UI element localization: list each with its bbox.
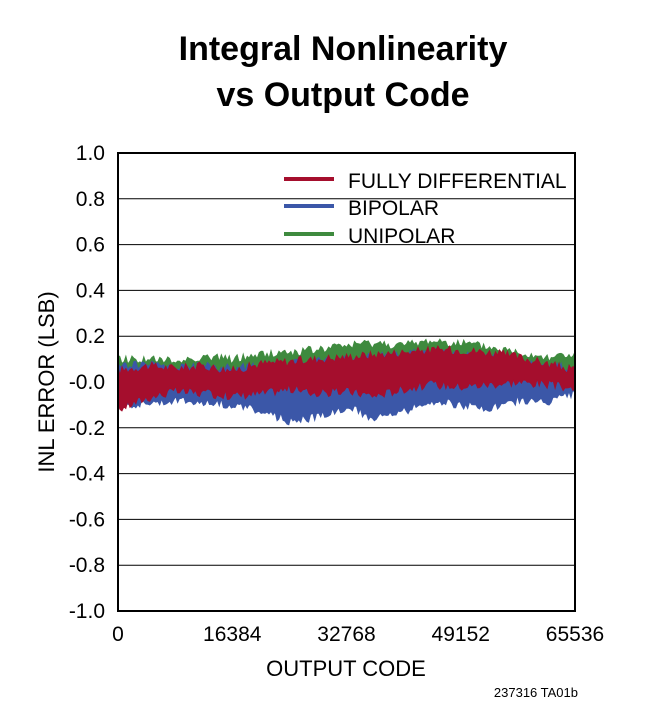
x-tick-label: 16384 bbox=[203, 623, 262, 646]
legend: FULLY DIFFERENTIAL BIPOLAR UNIPOLAR bbox=[284, 170, 567, 248]
y-tick-label: -1.0 bbox=[69, 600, 105, 623]
y-tick-label: -0.2 bbox=[69, 417, 105, 440]
chart-title-line1: Integral Nonlinearity bbox=[179, 30, 508, 68]
y-tick-label: 1.0 bbox=[76, 142, 105, 165]
y-tick-label: 0.2 bbox=[76, 325, 105, 348]
y-axis-label: INL ERROR (LSB) bbox=[34, 291, 59, 472]
x-tick-label: 65536 bbox=[546, 623, 604, 646]
x-axis-label: OUTPUT CODE bbox=[266, 656, 426, 681]
y-tick-label: -0.0 bbox=[69, 371, 105, 394]
x-tick-labels: 0 16384 32768 49152 65536 bbox=[112, 623, 604, 646]
x-tick-label: 32768 bbox=[317, 623, 375, 646]
figure-code-note: 237316 TA01b bbox=[494, 685, 578, 700]
series-bands bbox=[117, 338, 576, 426]
y-tick-label: -0.8 bbox=[69, 554, 105, 577]
y-tick-labels: 1.0 0.8 0.6 0.4 0.2 -0.0 -0.2 -0.4 -0.6 -0.8 -1.0 bbox=[69, 142, 106, 623]
x-tick-label: 49152 bbox=[432, 623, 490, 646]
y-tick-label: 0.8 bbox=[76, 188, 105, 211]
legend-label-bipolar: BIPOLAR bbox=[348, 197, 439, 220]
legend-label-fully-differential: FULLY DIFFERENTIAL bbox=[348, 170, 567, 193]
legend-label-unipolar: UNIPOLAR bbox=[348, 225, 455, 248]
y-tick-label: 0.4 bbox=[76, 279, 106, 302]
plot-frame bbox=[117, 152, 576, 612]
y-tick-label: -0.4 bbox=[69, 463, 106, 486]
x-tick-label: 0 bbox=[112, 623, 124, 646]
y-tick-label: -0.6 bbox=[69, 508, 105, 531]
y-tick-label: 0.6 bbox=[76, 234, 105, 257]
chart-title-line2: vs Output Code bbox=[216, 76, 469, 114]
